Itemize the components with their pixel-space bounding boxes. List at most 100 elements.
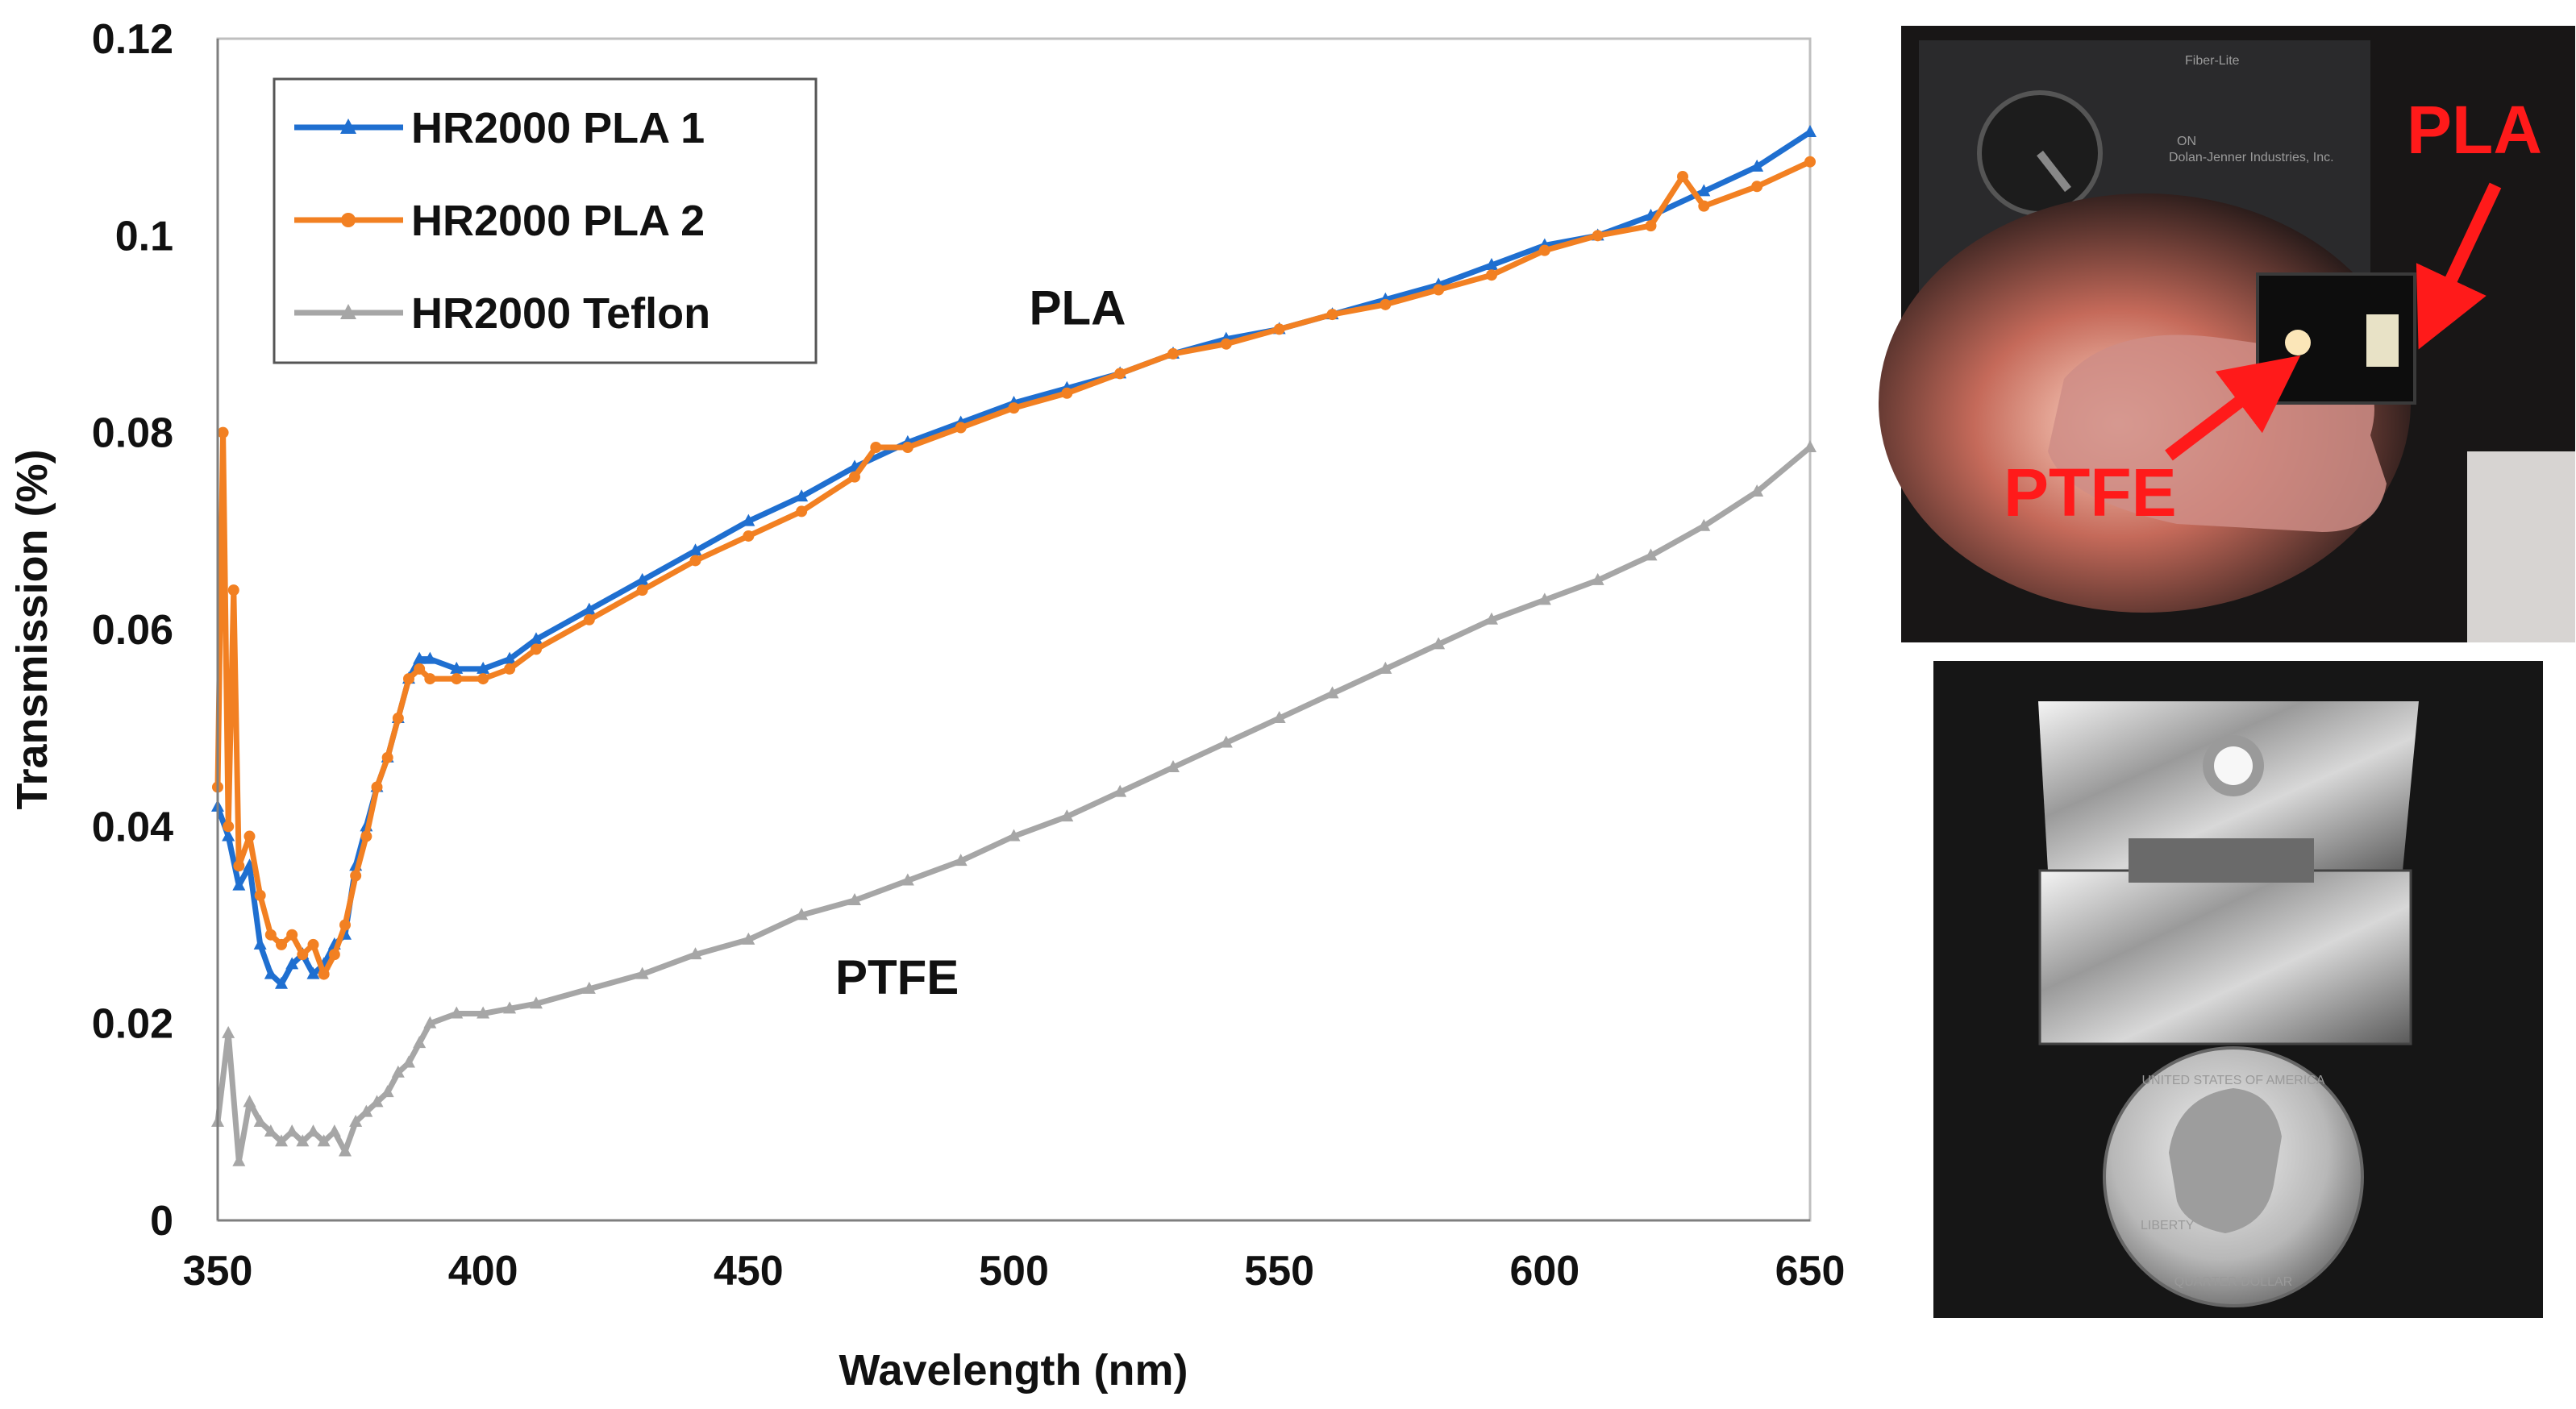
data-point bbox=[232, 1153, 246, 1166]
data-point bbox=[743, 530, 755, 542]
data-point bbox=[328, 949, 340, 961]
data-point bbox=[1804, 439, 1817, 452]
data-point bbox=[402, 1055, 415, 1068]
x-tick-label: 500 bbox=[979, 1248, 1049, 1295]
data-point bbox=[318, 968, 330, 980]
annotation-ptfe: PTFE bbox=[835, 950, 959, 1004]
data-point bbox=[1273, 323, 1285, 335]
data-point bbox=[849, 471, 860, 483]
series-line bbox=[214, 445, 1812, 1165]
data-point bbox=[1486, 269, 1497, 281]
data-point bbox=[635, 966, 649, 979]
data-point bbox=[286, 929, 298, 941]
data-point bbox=[327, 1124, 341, 1137]
data-point bbox=[423, 1016, 437, 1029]
data-point bbox=[1485, 612, 1498, 625]
data-point bbox=[264, 1124, 277, 1137]
data-point bbox=[477, 673, 489, 685]
data-point bbox=[530, 996, 543, 1009]
data-point bbox=[233, 860, 245, 872]
data-point bbox=[451, 673, 463, 685]
data-point bbox=[635, 572, 649, 585]
legend-label: HR2000 Teflon bbox=[411, 289, 710, 338]
data-point bbox=[222, 829, 235, 842]
data-point bbox=[742, 513, 755, 526]
data-point bbox=[1432, 637, 1446, 650]
switch-label: ON bbox=[2177, 135, 2196, 148]
data-point bbox=[403, 673, 414, 685]
data-point bbox=[1272, 710, 1286, 723]
data-point bbox=[1538, 592, 1551, 605]
y-tick-label: 0.06 bbox=[92, 607, 173, 654]
data-point bbox=[227, 584, 239, 596]
y-tick-label: 0 bbox=[150, 1198, 173, 1245]
data-point bbox=[1485, 257, 1498, 270]
data-point bbox=[582, 981, 596, 994]
data-point bbox=[1379, 661, 1392, 674]
x-tick-label: 450 bbox=[714, 1248, 784, 1295]
data-point bbox=[306, 1124, 320, 1137]
data-point bbox=[1007, 829, 1021, 842]
data-point bbox=[264, 966, 277, 979]
foil-slot bbox=[2129, 838, 2314, 883]
data-point bbox=[1591, 572, 1604, 585]
data-point bbox=[413, 651, 427, 664]
foil-block-front bbox=[2038, 869, 2412, 1045]
data-point bbox=[371, 781, 383, 793]
photo-foil-sample-with-coin: UNITED STATES OF AMERICA QUARTER DOLLAR … bbox=[1933, 661, 2543, 1318]
data-point bbox=[901, 873, 914, 886]
data-point bbox=[381, 1085, 394, 1098]
data-point bbox=[504, 663, 516, 675]
data-point bbox=[742, 932, 755, 945]
foil-hole-sample bbox=[2214, 746, 2253, 785]
data-point bbox=[583, 613, 595, 626]
data-point bbox=[1219, 735, 1233, 748]
y-tick-labels: 0 0.02 0.04 0.06 0.08 0.1 0.12 bbox=[92, 16, 173, 1245]
legend-label: HR2000 PLA 2 bbox=[411, 197, 705, 245]
data-point bbox=[414, 663, 426, 675]
data-point bbox=[689, 555, 701, 567]
legend-entry: HR2000 PLA 2 bbox=[294, 197, 705, 245]
y-tick-label: 0.12 bbox=[92, 16, 173, 63]
x-axis-title: Wavelength (nm) bbox=[839, 1346, 1188, 1394]
data-point bbox=[1380, 298, 1392, 310]
x-tick-label: 650 bbox=[1775, 1248, 1846, 1295]
coin-text-top: UNITED STATES OF AMERICA bbox=[2142, 1074, 2325, 1087]
y-tick-label: 0.04 bbox=[92, 804, 173, 850]
series-hr2000-pla-2 bbox=[212, 156, 1816, 980]
device-maker: Dolan-Jenner Industries, Inc. bbox=[2169, 151, 2334, 164]
data-point bbox=[1697, 518, 1711, 531]
data-point bbox=[360, 830, 372, 842]
data-point bbox=[1698, 200, 1710, 212]
photo-light-source-sample: Fiber-Lite Dolan-Jenner Industries, Inc.… bbox=[1879, 26, 2575, 642]
data-point bbox=[381, 751, 393, 763]
coin-text-bottom: QUARTER DOLLAR bbox=[2174, 1275, 2292, 1289]
pla-sample-window bbox=[2366, 314, 2399, 367]
data-point bbox=[339, 1144, 352, 1157]
data-point bbox=[1538, 244, 1550, 256]
x-tick-label: 400 bbox=[448, 1248, 518, 1295]
data-point bbox=[275, 1134, 288, 1147]
annotation-layer: PLA PTFE bbox=[835, 281, 1126, 1004]
device-brand: Fiber-Lite bbox=[2185, 54, 2240, 68]
data-point bbox=[1804, 156, 1816, 168]
data-point bbox=[450, 661, 464, 674]
pla-label: PLA bbox=[2407, 92, 2542, 168]
ptfe-sample-window bbox=[2285, 330, 2311, 355]
data-point bbox=[1061, 387, 1073, 399]
data-point bbox=[223, 821, 235, 833]
data-point bbox=[349, 1114, 363, 1127]
data-point bbox=[901, 441, 913, 453]
data-point bbox=[870, 441, 882, 453]
data-point bbox=[1167, 760, 1180, 773]
legend: HR2000 PLA 1 HR2000 PLA 2 HR2000 Teflon bbox=[273, 77, 818, 364]
pla-arrow bbox=[2416, 182, 2502, 350]
data-point bbox=[689, 947, 702, 960]
data-point bbox=[254, 889, 266, 901]
data-point bbox=[795, 489, 809, 502]
data-point bbox=[531, 643, 542, 655]
data-point bbox=[1592, 230, 1604, 242]
data-point bbox=[636, 584, 648, 596]
data-point bbox=[253, 937, 267, 950]
